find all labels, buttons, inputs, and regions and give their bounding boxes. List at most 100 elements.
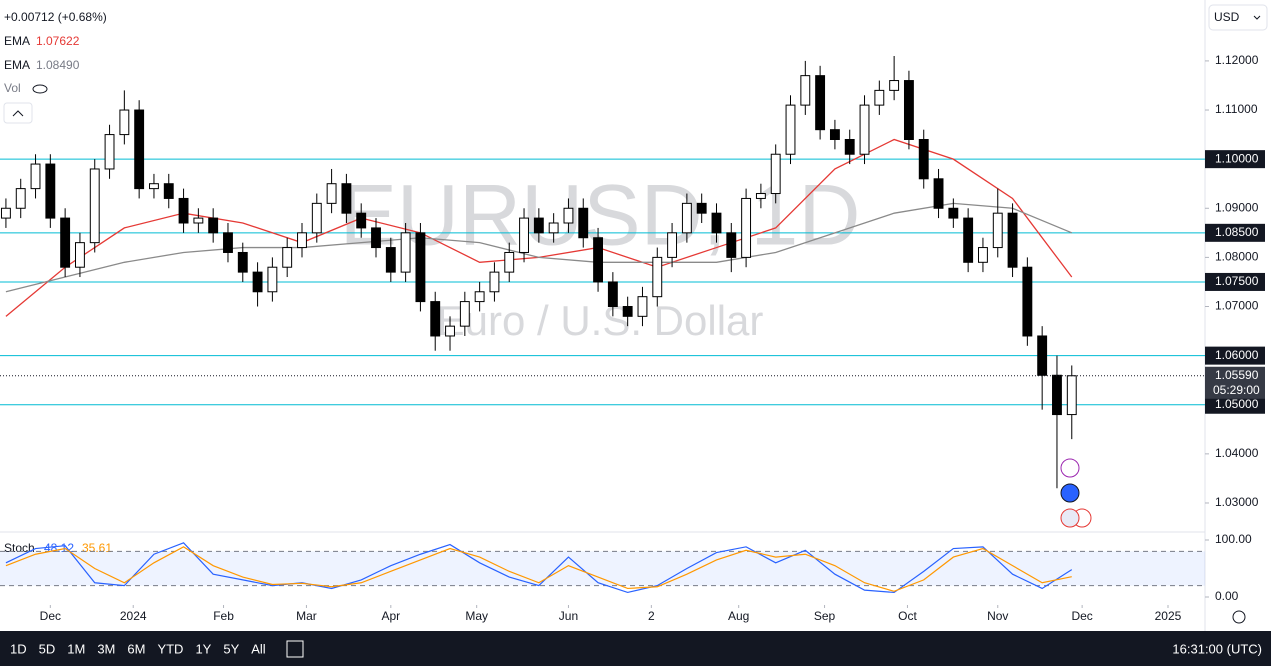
candle-body [474, 291, 485, 303]
range-button[interactable]: 1D [10, 641, 27, 656]
candle-body [400, 232, 411, 273]
stoch-tick-label: 100.00 [1215, 532, 1252, 546]
level-label-bg [1205, 272, 1265, 291]
collapse-icon [12, 110, 24, 117]
candle-body [859, 104, 870, 155]
candle-body [104, 134, 115, 170]
candle-body [918, 138, 929, 180]
candle-body [533, 217, 544, 234]
ema-slow-name: EMA [4, 58, 30, 72]
candle-body [578, 207, 589, 239]
candle-body [637, 296, 648, 317]
range-button[interactable]: 6M [127, 641, 145, 656]
candle-body [755, 193, 766, 199]
collapse-button[interactable] [3, 102, 33, 124]
stoch-band [0, 551, 1205, 586]
candle-body [489, 271, 500, 293]
ema-slow-value: 1.08490 [36, 58, 80, 72]
candle-body [844, 138, 855, 155]
x-tick-label: Dec [1071, 609, 1092, 623]
candle-body [548, 222, 559, 234]
candle-body [311, 202, 322, 234]
candle-body [963, 217, 974, 263]
stoch-d-value: 35.61 [82, 541, 112, 555]
candle-body [889, 80, 900, 91]
event-icon[interactable] [1060, 508, 1080, 528]
candle-body [711, 212, 722, 234]
candle-body [178, 197, 189, 224]
candle-body [504, 251, 515, 273]
x-tick-label: Oct [898, 609, 917, 623]
hidden-icon[interactable] [32, 84, 48, 94]
candle-body [992, 212, 1003, 249]
range-button[interactable]: 1M [67, 641, 85, 656]
candle-body [415, 232, 426, 303]
level-label-bg [1205, 346, 1265, 365]
x-tick-label: Jun [559, 609, 578, 623]
level-label-bg [1205, 223, 1265, 242]
x-tick-label: Nov [987, 609, 1008, 623]
event-icon[interactable] [1060, 458, 1080, 478]
candle-body [341, 183, 352, 214]
candle-body [815, 75, 826, 131]
range-button[interactable]: 1Y [195, 641, 211, 656]
range-button[interactable]: 5D [39, 641, 56, 656]
currency-label[interactable]: USD [1214, 10, 1240, 24]
candle-body [652, 256, 663, 298]
candle-body [667, 232, 678, 258]
ema-line [5, 202, 1073, 293]
candle-body [933, 178, 944, 209]
candle-body [696, 202, 707, 214]
event-icon[interactable] [1060, 483, 1080, 503]
x-tick-label: Mar [296, 609, 317, 623]
candle-body [163, 183, 174, 199]
x-tick-label: May [465, 609, 488, 623]
candle-body [874, 89, 885, 106]
x-tick-label: Sep [814, 609, 836, 623]
candle-body [119, 109, 130, 136]
range-button[interactable]: YTD [157, 641, 183, 656]
level-label: 1.05000 [1215, 397, 1259, 411]
level-label-bg [1205, 395, 1265, 414]
x-tick-label: Aug [728, 609, 749, 623]
date-range-icon[interactable] [286, 640, 304, 658]
y-tick-label: 1.07000 [1215, 299, 1259, 313]
level-label-bg [1205, 150, 1265, 169]
x-tick-label: 2025 [1155, 609, 1182, 623]
x-tick-label: Apr [381, 609, 400, 623]
candle-body [208, 217, 219, 234]
x-tick-label: Dec [40, 609, 61, 623]
candle-body [948, 207, 959, 219]
candle-body [252, 271, 263, 293]
candle-body [326, 183, 337, 204]
candle-body [223, 232, 233, 253]
ema-fast-name: EMA [4, 34, 30, 48]
level-label: 1.10000 [1215, 151, 1259, 165]
y-tick-label: 1.12000 [1215, 53, 1259, 67]
currency-button[interactable] [1208, 4, 1268, 31]
candle-body [785, 104, 796, 155]
candle-body [60, 217, 71, 268]
y-tick-label: 1.08000 [1215, 250, 1259, 264]
candle-body [1037, 335, 1048, 376]
settings-icon[interactable] [1232, 610, 1246, 624]
range-button[interactable]: All [251, 641, 266, 656]
candle-body [149, 183, 159, 190]
range-button[interactable]: 5Y [223, 641, 239, 656]
candle-body [622, 306, 633, 317]
stoch-line [5, 542, 1073, 594]
candle-body [385, 247, 396, 273]
dropdown-icon [1253, 15, 1261, 20]
range-button[interactable]: 3M [97, 641, 115, 656]
y-tick-label: 1.03000 [1215, 495, 1259, 509]
candle-body [903, 80, 914, 140]
candle-body [563, 207, 574, 224]
candle-body [726, 232, 737, 258]
y-tick-label: 1.09000 [1215, 200, 1259, 214]
candle-body [978, 247, 988, 263]
candle-body [829, 129, 840, 140]
candle-body [45, 163, 56, 219]
y-tick-label: 1.11000 [1215, 102, 1258, 116]
candle-body [430, 301, 441, 337]
